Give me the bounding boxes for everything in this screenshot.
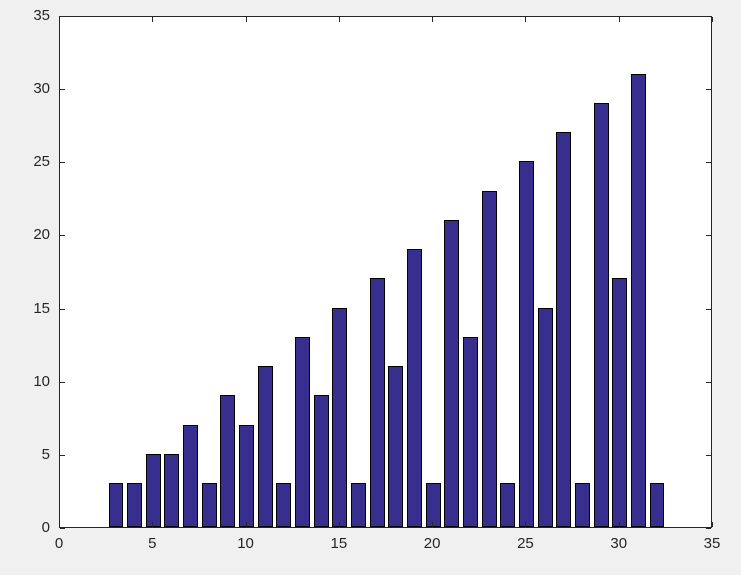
right-y-tick-mark <box>706 308 711 310</box>
bar <box>444 219 460 527</box>
bar <box>537 307 553 527</box>
top-x-tick-mark <box>432 17 434 22</box>
y-axis-tick-label: 0 <box>41 519 50 536</box>
left-y-tick-mark <box>60 162 65 164</box>
y-axis-tick-label: 25 <box>33 153 50 171</box>
top-x-tick-mark <box>245 17 247 22</box>
x-axis-tick-label: 25 <box>517 535 534 552</box>
bar <box>351 483 366 527</box>
bar <box>407 249 422 527</box>
right-y-tick-mark <box>706 528 711 529</box>
bar <box>239 424 255 527</box>
bottom-x-tick-mark <box>152 522 154 527</box>
bar <box>201 483 217 527</box>
left-y-tick-mark <box>60 89 65 91</box>
bar <box>462 336 478 527</box>
bottom-x-tick-mark <box>245 522 247 527</box>
bar <box>332 307 348 527</box>
bottom-x-tick-mark <box>432 522 434 527</box>
x-axis-tick-label: 30 <box>610 535 628 552</box>
left-y-tick-mark <box>60 528 65 529</box>
x-axis-tick-label: 35 <box>703 535 721 552</box>
bar <box>556 132 572 527</box>
right-y-tick-mark <box>706 162 711 164</box>
bar <box>518 161 534 527</box>
bar <box>108 483 124 527</box>
bar <box>649 483 665 527</box>
left-y-tick-mark <box>60 454 65 456</box>
top-x-tick-mark <box>618 17 620 22</box>
bar <box>630 73 646 527</box>
y-axis-tick-label: 20 <box>33 226 50 244</box>
left-y-tick-mark <box>60 16 65 17</box>
left-y-tick-mark <box>60 308 65 310</box>
top-x-tick-mark <box>338 17 340 22</box>
y-axis-tick-label: 35 <box>33 7 50 24</box>
bar <box>313 395 329 527</box>
plot-area <box>59 16 713 529</box>
bar <box>388 366 404 527</box>
bar <box>220 395 236 527</box>
x-axis-tick-label: 20 <box>423 535 441 552</box>
bar <box>257 366 273 527</box>
bar <box>127 483 143 527</box>
x-axis-tick-label: 15 <box>330 535 348 552</box>
bottom-x-tick-mark <box>712 522 713 527</box>
bar <box>145 453 161 527</box>
bar <box>295 336 310 527</box>
bottom-x-tick-mark <box>618 522 620 527</box>
top-x-tick-mark <box>59 17 60 22</box>
bar <box>425 483 441 527</box>
right-y-tick-mark <box>706 235 711 237</box>
y-axis-tick-label: 15 <box>33 299 50 317</box>
x-axis-tick-label: 5 <box>148 535 157 552</box>
y-axis-tick-label: 10 <box>33 372 50 390</box>
top-x-tick-mark <box>712 17 713 22</box>
x-axis-tick-label: 0 <box>54 535 64 552</box>
y-axis-tick-label: 30 <box>33 80 50 98</box>
bottom-x-tick-mark <box>338 522 340 527</box>
bar <box>369 278 385 527</box>
bar <box>183 424 199 527</box>
bar <box>481 190 497 527</box>
right-y-tick-mark <box>706 381 711 383</box>
bottom-x-tick-mark <box>59 522 60 527</box>
bar <box>574 483 590 527</box>
top-x-tick-mark <box>525 17 527 22</box>
y-axis-tick-label: 5 <box>41 445 50 463</box>
bar <box>612 278 628 527</box>
bar <box>593 102 609 527</box>
top-x-tick-mark <box>152 17 154 22</box>
right-y-tick-mark <box>706 89 711 91</box>
bar <box>276 483 292 527</box>
x-axis-tick-label: 10 <box>237 535 254 552</box>
left-y-tick-mark <box>60 381 65 383</box>
bar <box>500 483 516 527</box>
right-y-tick-mark <box>706 454 711 456</box>
bar <box>164 453 180 527</box>
right-y-tick-mark <box>706 16 711 17</box>
bottom-x-tick-mark <box>525 522 527 527</box>
left-y-tick-mark <box>60 235 65 237</box>
